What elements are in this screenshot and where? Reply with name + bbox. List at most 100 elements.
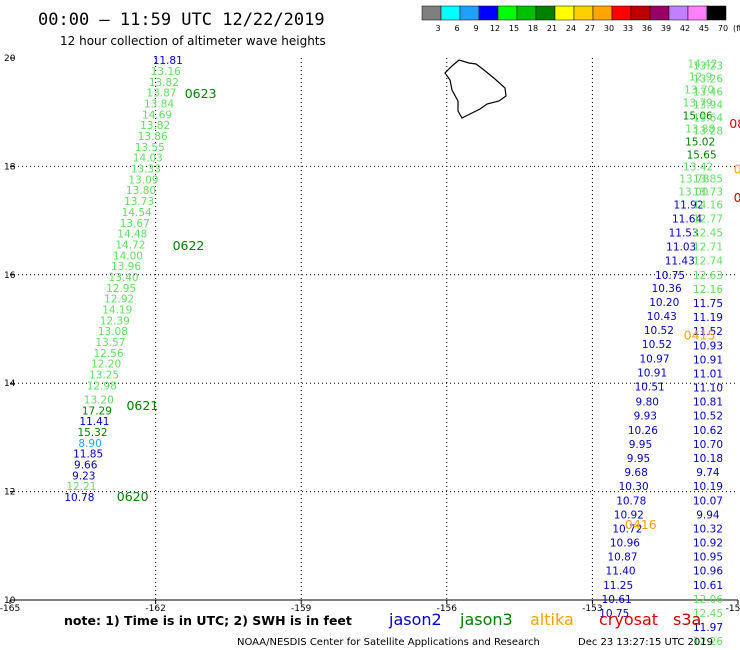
wave-height-value: 12.39 [100,315,130,327]
wave-height-value: 10.91 [637,367,667,379]
wave-height-value: 11.43 [665,256,695,268]
lat-tick-label: 12 [4,488,15,498]
island-hawaii-outline [444,59,507,119]
scale-swatch [440,5,461,21]
wave-height-value: 14.16 [693,199,723,211]
wave-height-value: 12.21 [66,481,96,493]
wave-height-value: 11.53 [669,228,699,240]
scale-swatch [649,5,670,21]
wave-height-value: 13.25 [89,370,119,382]
scale-label: 39 [661,24,671,33]
pass-label: 0620 [117,489,149,504]
satellite-legend: jason2 jason3 altika cryosat s3a [388,610,701,629]
wave-height-value: 11.10 [693,383,723,395]
scale-swatch [573,5,594,21]
pass-label: 0621 [126,398,158,413]
wave-height-value: 15.65 [687,149,717,161]
scale-label: 70 [718,24,728,33]
wave-height-value: 12.95 [106,283,136,295]
scale-label: 27 [585,24,595,33]
wave-height-value: 11.01 [693,368,723,380]
scale-swatch [668,5,689,21]
scale-swatch [478,5,499,21]
wave-height-value: 9.95 [629,439,652,451]
wave-height-value: 13.96 [111,261,141,273]
wave-height-value: 10.92 [693,538,723,550]
map-frame [10,599,738,601]
scale-label: 18 [528,24,538,33]
wave-height-value: 13.94 [693,100,723,112]
wave-height-value: 14.03 [133,153,163,165]
wave-height-value: 10.72 [612,523,642,535]
scale-label: 3 [435,24,440,33]
scale-swatch [421,5,442,21]
wave-height-value: 12.71 [693,242,723,254]
wave-height-value: 14.42 [688,58,718,70]
wave-height-value: 13.08 [98,326,128,338]
wave-height-value: 10.19 [693,481,723,493]
wave-height-value: 11.19 [693,312,723,324]
pass-label: 0622 [173,238,205,253]
wave-height-value: 10.52 [693,411,723,423]
footer-timestamp: Dec 23 13:27:15 UTC 2019 [578,637,713,648]
wave-height-value: 13.87 [146,88,176,100]
wave-height-value: 13.67 [120,218,150,230]
wave-height-value: 13.82 [140,120,170,132]
wave-height-value: 8.90 [78,438,101,450]
scale-label: 12 [490,24,500,33]
wave-height-value: 15.06 [683,110,713,122]
wave-height-value: 10.91 [693,354,723,366]
wave-height-value: 13.86 [138,131,168,143]
wave-height-value: 10.81 [693,397,723,409]
legend-note: note: 1) Time is in UTC; 2) SWH is in fe… [64,613,352,628]
lon-tick-label: -153 [582,604,602,614]
wave-height-value: 11.03 [666,242,696,254]
pass-label: 0415 [684,327,716,342]
legend-jason2: jason2 [388,610,442,629]
wave-height-value: 11.52 [693,326,723,338]
wave-height-value: 10.18 [693,453,723,465]
scale-swatch [592,5,613,21]
lat-tick-label: 18 [4,162,16,172]
lat-tick-label: 14 [4,379,16,389]
scale-swatch [535,5,556,21]
scale-label: 9 [473,24,478,33]
wave-height-value: 10.95 [693,552,723,564]
wave-height-value: 13.28 [693,126,723,138]
wave-height-value: 11.92 [673,199,703,211]
altimeter-tracks: 11.8113.1613.8213.8713.8414.6913.8213.86… [64,55,723,648]
wave-height-value: 14.48 [117,229,147,241]
wave-height-value: 14.54 [122,207,152,219]
wave-height-value: 10.70 [693,439,723,451]
wave-height-value: 10.75 [655,270,685,282]
wave-height-value: 13.20 [84,394,114,406]
wave-height-value: 10.36 [652,283,682,295]
pass-label: 0623 [185,86,217,101]
wave-height-value: 10.51 [635,381,665,393]
legend-jason3: jason3 [459,610,513,629]
wave-height-value: 15.02 [685,136,715,148]
wave-height-value: 10.97 [639,353,669,365]
wave-height-value: 13.88 [685,123,715,135]
wave-height-value: 13.79 [683,97,713,109]
wave-height-value: 10.20 [649,297,679,309]
wave-height-value: 13.16 [151,66,181,78]
wave-height-value: 11.75 [693,298,723,310]
scale-swatch [611,5,632,21]
wave-height-value: 17.29 [82,405,112,417]
legend-s3a: s3a [673,610,701,629]
wave-height-value: 11.85 [73,449,103,461]
wave-height-value: 13.00 [678,186,708,198]
scale-swatch [687,5,708,21]
wave-height-value: 12.74 [693,256,723,268]
wave-height-value: 14.69 [142,109,172,121]
pass-label: 0820 [734,190,740,205]
wave-height-value: 13.40 [109,272,139,284]
wave-height-value: 13.23 [693,61,723,73]
wave-height-value: 11.64 [672,213,702,225]
wave-height-value: 10.96 [693,566,723,578]
scale-label: 45 [699,24,709,33]
lon-tick-label: -165 [0,604,20,614]
wave-height-value: 10.62 [693,425,723,437]
